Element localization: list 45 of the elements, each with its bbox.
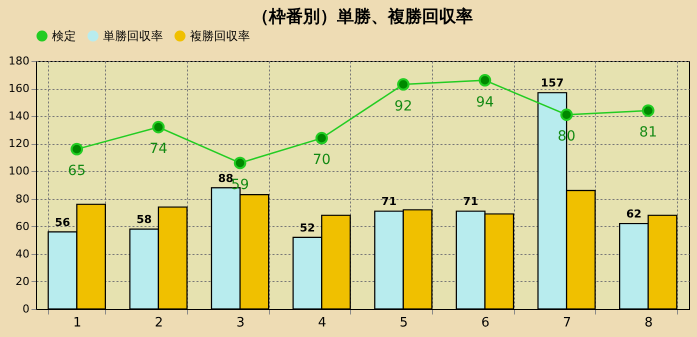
annotation: 94 — [476, 94, 494, 110]
x-tick-label: 6 — [481, 316, 490, 330]
chart-title: （枠番別）単勝、複勝回収率 — [252, 7, 473, 27]
data-label: 71 — [462, 195, 478, 208]
y-tick-label: 0 — [22, 302, 30, 316]
y-tick-label: 80 — [16, 192, 30, 206]
x-tick-label: 1 — [73, 316, 82, 330]
legend-label: 検定 — [52, 29, 76, 43]
data-label: 71 — [381, 195, 397, 208]
annotation: 65 — [68, 163, 86, 180]
annotation: 81 — [639, 124, 658, 141]
point — [560, 108, 573, 121]
data-label: 56 — [54, 216, 71, 229]
annotation: 70 — [312, 152, 331, 168]
y-tick-label: 120 — [8, 137, 30, 150]
y-tick-label: 160 — [8, 82, 30, 96]
annotation: 92 — [394, 98, 412, 114]
y-tick-label: 140 — [8, 110, 30, 123]
point — [315, 132, 328, 144]
point — [234, 156, 246, 170]
x-tick-label: 3 — [236, 316, 245, 330]
y-tick-label: 20 — [16, 274, 30, 288]
x-tick-label: 7 — [562, 316, 572, 330]
point — [70, 142, 84, 156]
legend-label: 単勝回収率 — [103, 29, 163, 43]
x-tick-label: 5 — [400, 316, 408, 330]
x-tick-label: 4 — [318, 316, 326, 330]
data-label: 88 — [218, 172, 234, 185]
x-tick-label: 2 — [154, 316, 164, 330]
data-label: 58 — [136, 213, 152, 226]
data-label: 52 — [300, 221, 316, 234]
y-tick-label: 60 — [16, 220, 30, 233]
annotation: 59 — [231, 176, 249, 193]
y-tick-label: 100 — [8, 164, 30, 178]
legend-label: 複勝回収率 — [190, 29, 250, 43]
data-label: 157 — [540, 76, 564, 90]
y-tick-label: 40 — [16, 247, 30, 260]
point — [152, 120, 165, 134]
annotation: 74 — [150, 141, 168, 158]
point — [397, 78, 410, 91]
x-tick-label: 8 — [644, 316, 653, 330]
y-tick-label: 180 — [8, 54, 30, 68]
data-label: 62 — [626, 208, 642, 221]
point — [478, 74, 492, 87]
point — [642, 104, 654, 117]
